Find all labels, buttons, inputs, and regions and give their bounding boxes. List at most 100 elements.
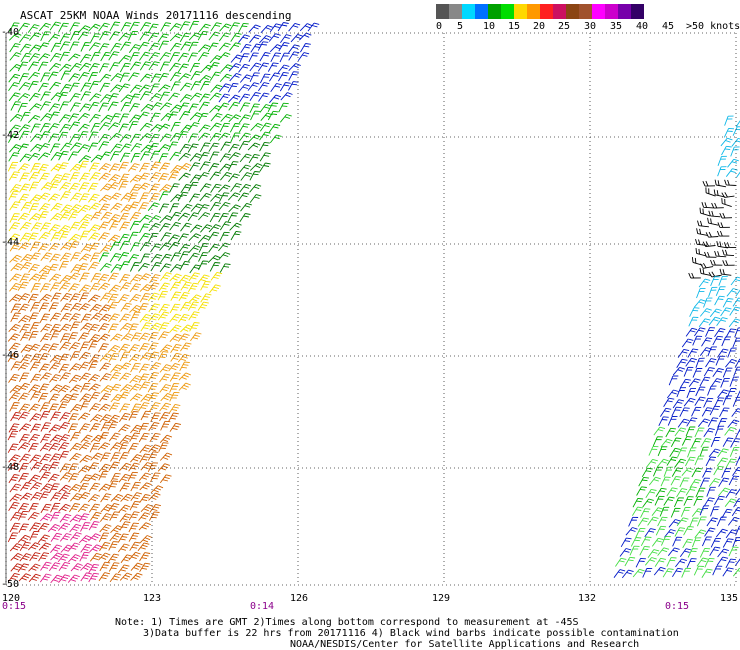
wind-barb [10,101,21,111]
wind-barb [107,502,120,512]
wind-barb [148,303,161,313]
wind-barb [89,442,100,453]
wind-barb [642,567,653,578]
wind-barb [128,551,141,561]
wind-barb [682,538,694,549]
wind-barb [138,332,151,342]
wind-barb [694,529,707,539]
wind-barb [722,260,735,266]
wind-barb [30,283,41,293]
wind-barb [198,124,211,133]
wind-barb [160,22,171,32]
wind-barb [18,472,29,483]
wind-barb [120,41,132,51]
wind-barb [723,242,737,249]
wind-barb [110,472,121,483]
wind-barb [30,241,41,252]
wind-barb [28,203,40,213]
wind-barb [108,402,120,412]
wind-barb [703,497,715,507]
wind-barb [139,73,153,82]
wind-barb [9,483,22,493]
wind-barb [240,43,252,54]
wind-barb [238,34,250,43]
wind-barb [109,253,121,263]
wind-barb [178,244,190,253]
wind-barb [680,507,691,517]
wind-barb [157,311,170,321]
wind-barb [20,253,33,263]
wind-barb [138,84,151,93]
wind-barb [128,192,139,202]
wind-barb [88,521,100,531]
wind-barb [169,52,180,62]
wind-barb [27,152,40,162]
wind-barb [169,221,181,231]
wind-barb [48,362,61,371]
wind-barb [18,315,31,324]
wind-barb [734,358,740,368]
wind-barb [80,572,92,582]
wind-barb [178,102,190,112]
wind-barb [169,324,182,333]
wind-barb [119,372,132,381]
wind-barb [677,348,690,358]
wind-barb [69,142,82,151]
wind-barb [140,410,152,421]
wind-barb [288,81,299,91]
wind-barb [188,181,199,192]
wind-barb [158,191,170,201]
wind-barb [59,173,71,183]
wind-barb [128,353,141,363]
wind-barb [734,558,740,567]
wind-barb [168,412,179,422]
wind-barb [9,144,22,153]
wind-barb [97,274,110,283]
wind-barb [279,52,290,63]
wind-barb [277,22,289,32]
wind-barb [139,293,151,303]
wind-barb [128,323,139,333]
wind-barb [87,462,99,472]
wind-barb [109,371,121,381]
wind-barb [718,275,728,286]
wind-barb [238,84,250,93]
wind-barb [128,201,140,211]
wind-barb [7,333,20,342]
wind-barb [727,419,740,428]
wind-barb [29,522,41,532]
wind-barb [735,488,740,496]
wind-barb [257,41,269,51]
wind-barb [88,232,101,241]
wind-barb [723,127,735,138]
wind-barbs-layer [7,20,740,584]
wind-barb [29,322,40,332]
wind-barb [139,313,152,323]
wind-barb [50,532,62,542]
wind-barb [98,483,111,492]
wind-barb [732,396,740,407]
wind-barb [160,272,172,281]
wind-barb [87,182,99,193]
wind-barb [724,179,737,186]
wind-barb [268,33,281,42]
wind-barb [707,217,719,226]
lat-label: -44 [1,237,20,248]
wind-barb [19,183,31,193]
wind-barb [8,323,21,333]
wind-barb [239,153,252,163]
wind-barb [148,215,162,224]
wind-barb [685,357,697,367]
wind-barb [158,40,169,51]
wind-barb [158,442,169,452]
wind-barb [724,115,734,126]
wind-barb [68,121,80,131]
wind-barb [68,211,80,221]
wind-barb [9,22,20,32]
wind-barb [177,212,190,221]
wind-barb [170,291,182,301]
wind-barb [658,416,669,427]
wind-barb [40,483,53,492]
wind-barb [129,211,141,221]
wind-barb [27,542,41,551]
